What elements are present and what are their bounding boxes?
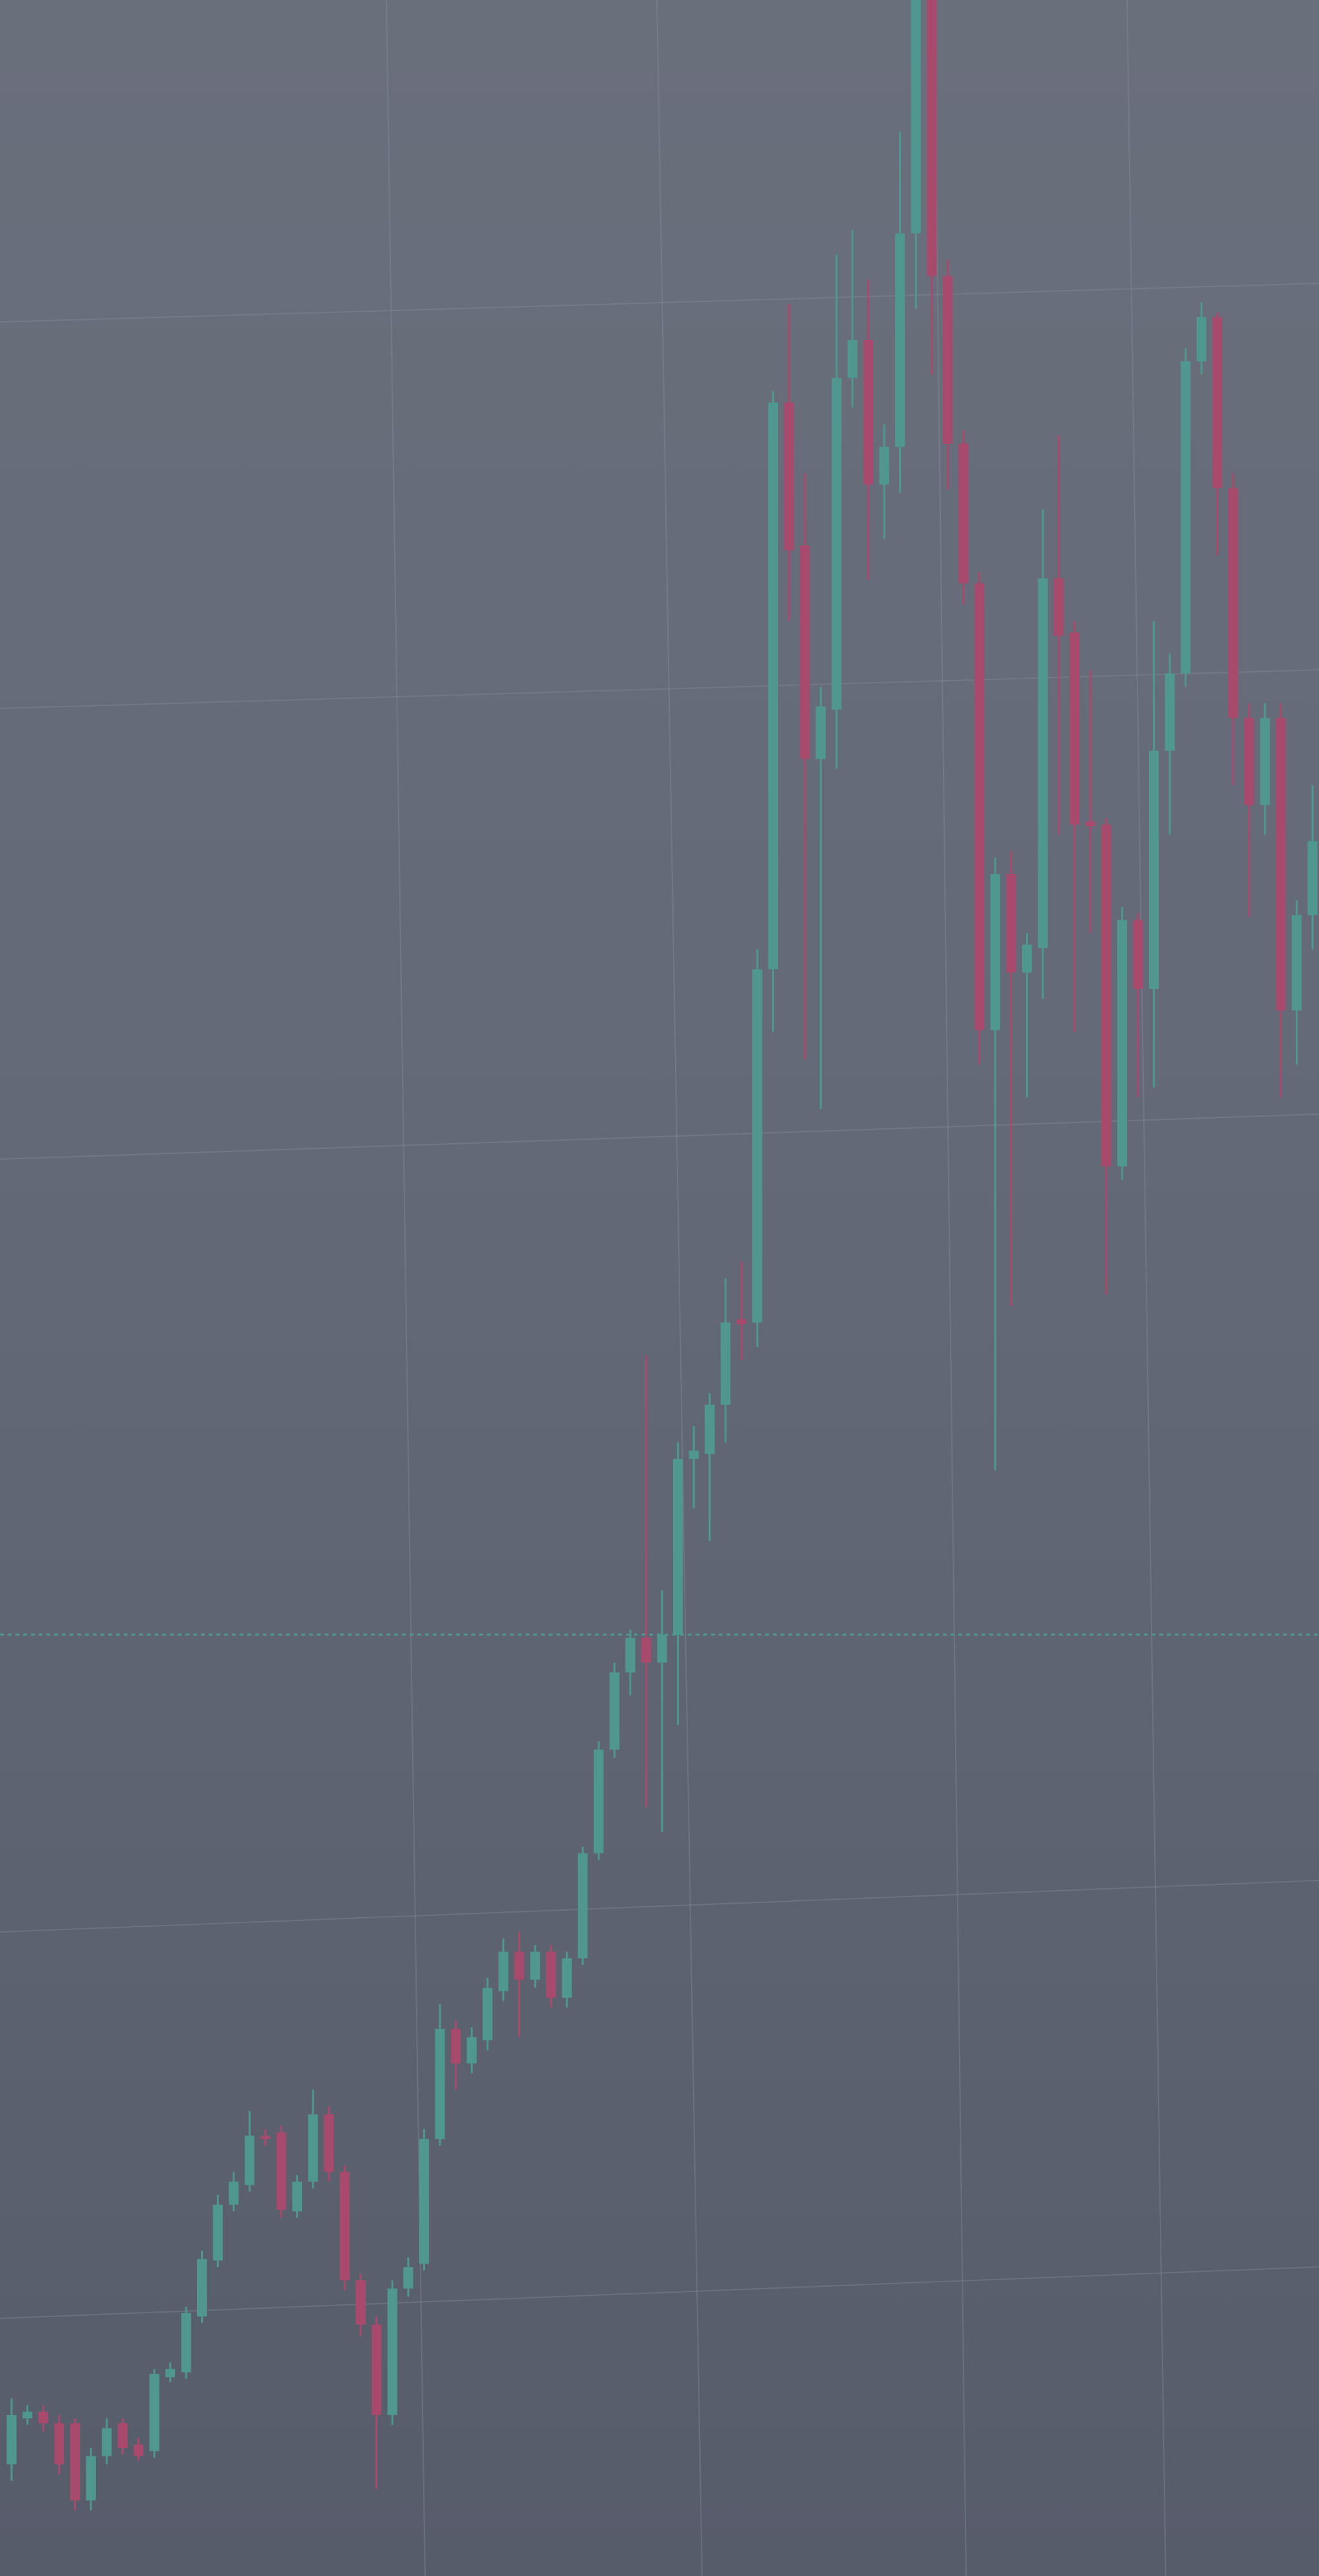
- candle-body: [593, 1749, 604, 1853]
- candle-body: [387, 2288, 397, 2415]
- candle-body: [70, 2423, 81, 2501]
- candle-body: [990, 874, 1000, 1030]
- candle-body: [1006, 874, 1016, 973]
- candle-body: [22, 2411, 33, 2419]
- candle-body: [324, 2114, 334, 2172]
- candle-body: [831, 377, 842, 710]
- candle-body: [1260, 717, 1270, 805]
- candle-body: [863, 340, 873, 485]
- candle-body: [546, 1951, 556, 1998]
- candle-body: [419, 2139, 430, 2264]
- candle-body: [1069, 632, 1080, 825]
- candle-body: [641, 1638, 652, 1663]
- candle-body: [736, 1319, 746, 1325]
- candle-body: [165, 2369, 175, 2378]
- candle-body: [1101, 824, 1112, 1167]
- candle-body: [879, 446, 889, 485]
- grid-line: [0, 2266, 1319, 2319]
- candle-body: [86, 2456, 96, 2501]
- candle-body: [371, 2324, 382, 2415]
- grid-line: [0, 669, 1319, 709]
- candle-body: [847, 340, 858, 378]
- candle-body: [1085, 821, 1096, 827]
- candle-body: [974, 583, 985, 1030]
- candle-body: [435, 2029, 445, 2139]
- grid-line: [0, 1880, 1319, 1933]
- candle-body: [1276, 717, 1286, 1010]
- grid-line: [1126, 0, 1166, 2576]
- candle-body: [308, 2114, 318, 2182]
- candle-body: [768, 402, 779, 970]
- candle-body: [451, 2029, 461, 2064]
- grid-line: [0, 283, 1319, 323]
- candle-body: [672, 1459, 683, 1635]
- candle-body: [1307, 841, 1318, 915]
- candle-body: [942, 276, 953, 444]
- candle-body: [260, 2136, 270, 2139]
- candle-body: [927, 0, 937, 276]
- candle-body: [133, 2444, 144, 2456]
- candle-body: [54, 2423, 64, 2465]
- candle-body: [181, 2313, 191, 2372]
- candle-body: [1133, 920, 1143, 989]
- candle-body: [1149, 750, 1159, 989]
- candle-body: [196, 2259, 207, 2316]
- candle-body: [784, 402, 794, 551]
- candle-body: [625, 1638, 636, 1672]
- candle-body: [895, 233, 906, 447]
- grid-line: [656, 0, 703, 2576]
- candle-body: [958, 443, 969, 583]
- grid-line: [0, 1113, 1319, 1160]
- candle-body: [1021, 944, 1032, 973]
- candle-body: [102, 2428, 112, 2456]
- candle-body: [562, 1958, 572, 1998]
- grid-line: [386, 0, 426, 2576]
- candle-body: [1291, 914, 1302, 1010]
- candle-body: [1117, 920, 1128, 1167]
- candle-body: [213, 2204, 223, 2261]
- candle-body: [688, 1450, 699, 1459]
- candle-body: [815, 706, 826, 759]
- grid-line: [933, 0, 967, 2576]
- candle-body: [530, 1951, 540, 1980]
- candle-body: [911, 0, 921, 234]
- candle-body: [117, 2423, 128, 2448]
- candle-body: [1228, 488, 1238, 718]
- candle-body: [244, 2136, 255, 2185]
- candle-body: [1181, 361, 1191, 674]
- candle-body: [1054, 578, 1064, 636]
- candle-body: [339, 2172, 350, 2280]
- candle-body: [720, 1322, 731, 1405]
- candle-body: [752, 969, 763, 1323]
- candle-body: [657, 1634, 667, 1663]
- candle-body: [498, 1951, 509, 1991]
- candle-body: [800, 545, 810, 759]
- candle-body: [6, 2415, 17, 2465]
- candle-body: [292, 2181, 303, 2211]
- candle-body: [578, 1853, 588, 1958]
- candle-body: [609, 1672, 620, 1750]
- candle-body: [1038, 578, 1048, 948]
- candle-body: [466, 2037, 477, 2064]
- candle-body: [149, 2374, 160, 2452]
- candle-body: [705, 1405, 715, 1454]
- candle-body: [514, 1951, 524, 1980]
- candle-body: [482, 1987, 493, 2041]
- candle-body: [229, 2181, 239, 2205]
- candle-body: [1164, 673, 1175, 751]
- candle-body: [1212, 317, 1222, 488]
- candle-body: [38, 2411, 48, 2423]
- candle-body: [276, 2132, 287, 2210]
- candle-body: [356, 2280, 366, 2325]
- candle-body: [1196, 317, 1207, 362]
- candle-body: [403, 2267, 413, 2289]
- candle-body: [1244, 717, 1255, 805]
